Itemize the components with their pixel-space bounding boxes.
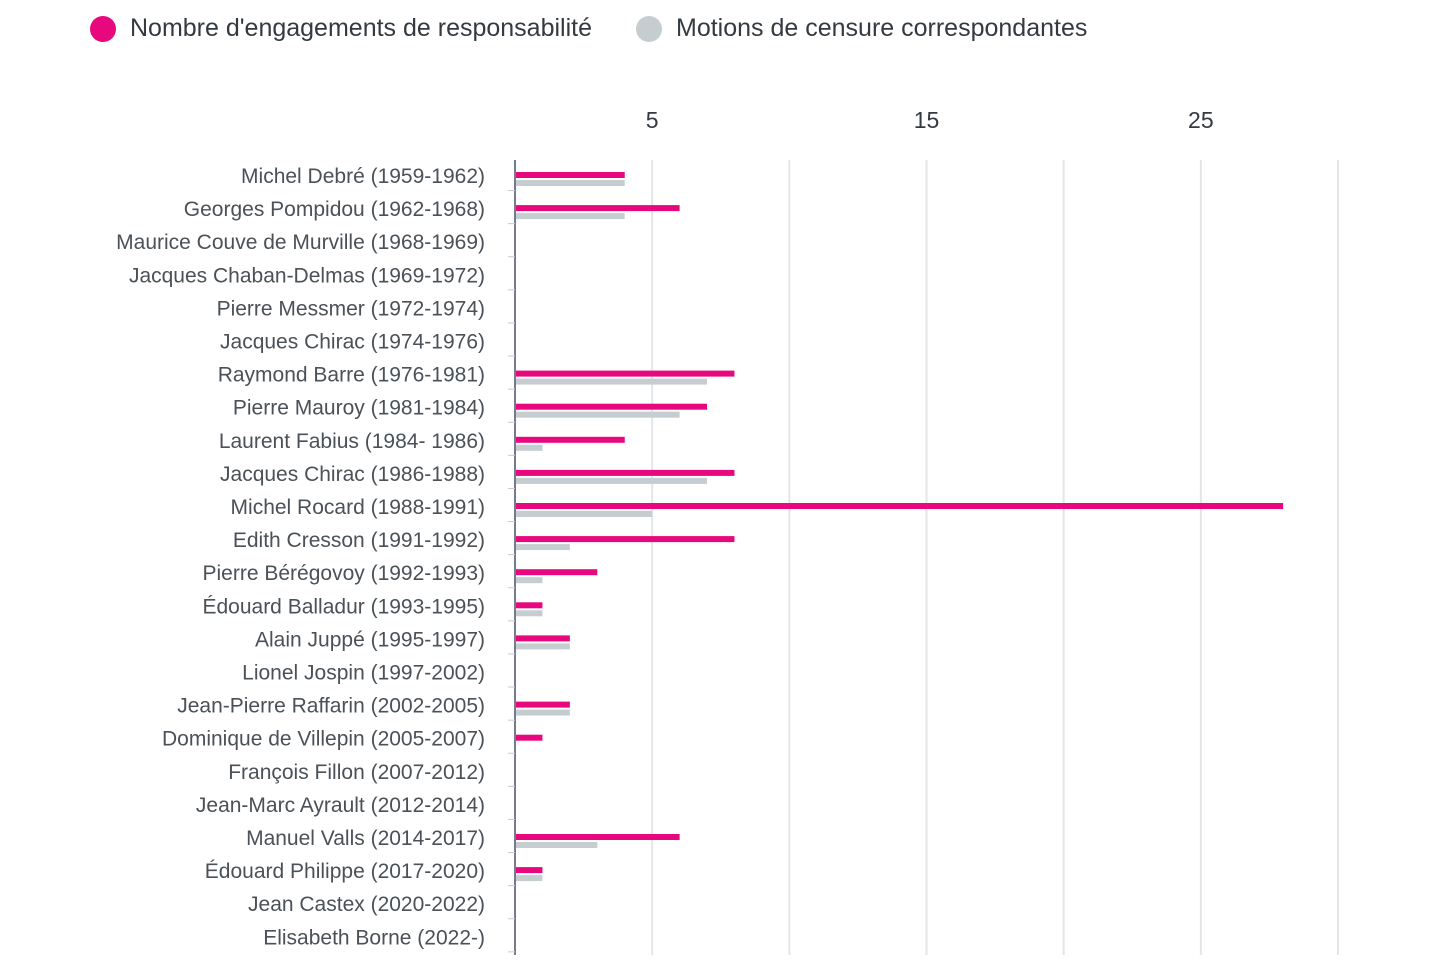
bar-engagements xyxy=(516,503,1284,509)
bar-motions xyxy=(516,577,543,584)
category-label: Alain Juppé (1995-1997) xyxy=(255,628,485,651)
x-tick-label: 25 xyxy=(1188,107,1214,133)
bar-engagements xyxy=(516,867,543,874)
category-label: Jean Castex (2020-2022) xyxy=(248,893,485,916)
bar-motions xyxy=(516,180,625,186)
category-label: Michel Debré (1959-1962) xyxy=(241,165,485,188)
category-label: Elisabeth Borne (2022-) xyxy=(263,926,485,949)
bar-motions xyxy=(516,875,543,882)
bar-engagements xyxy=(516,734,543,741)
bar-engagements xyxy=(516,469,735,476)
bar-engagements xyxy=(516,569,598,576)
bar-engagements xyxy=(516,536,735,543)
category-label: Jean-Marc Ayrault (2012-2014) xyxy=(196,794,485,817)
legend-label-motions: Motions de censure correspondantes xyxy=(676,14,1088,42)
category-label: Maurice Couve de Murville (1968-1969) xyxy=(116,231,485,254)
category-label: Dominique de Villepin (2005-2007) xyxy=(162,728,485,751)
bar-engagements xyxy=(516,635,570,642)
bar-motions xyxy=(516,378,708,385)
bar-motions xyxy=(516,477,708,484)
category-label: Édouard Philippe (2017-2020) xyxy=(205,860,485,883)
legend-dot-engagements xyxy=(90,15,116,42)
category-label: Georges Pompidou (1962-1968) xyxy=(184,198,485,221)
bar-motions xyxy=(516,511,653,517)
legend-label-engagements: Nombre d'engagements de responsabilité xyxy=(130,14,592,42)
category-label: Pierre Bérégovoy (1992-1993) xyxy=(203,562,486,585)
legend-dot-motions xyxy=(636,15,662,42)
x-tick-label: 15 xyxy=(914,107,940,133)
x-tick-label: 5 xyxy=(646,107,659,133)
category-label: Jacques Chirac (1986-1988) xyxy=(220,463,485,486)
bar-engagements xyxy=(516,834,680,840)
category-label: Edith Cresson (1991-1992) xyxy=(233,529,485,552)
legend: Nombre d'engagements de responsabilité M… xyxy=(90,14,1131,43)
category-label: Michel Rocard (1988-1991) xyxy=(231,496,485,519)
category-label: Édouard Balladur (1993-1995) xyxy=(202,595,485,618)
bar-motions xyxy=(516,444,543,451)
bar-motions xyxy=(516,213,625,220)
bar-motions xyxy=(516,842,598,848)
category-label: Jacques Chirac (1974-1976) xyxy=(220,331,485,354)
category-label: François Fillon (2007-2012) xyxy=(228,761,485,784)
bar-engagements xyxy=(516,370,735,377)
bar-motions xyxy=(516,544,570,551)
bar-engagements xyxy=(516,602,543,609)
bar-engagements xyxy=(516,436,625,443)
category-label: Laurent Fabius (1984- 1986) xyxy=(219,430,485,453)
bar-motions xyxy=(516,610,543,617)
category-label: Pierre Messmer (1972-1974) xyxy=(217,297,485,320)
category-label: Lionel Jospin (1997-2002) xyxy=(242,662,485,685)
category-label: Pierre Mauroy (1981-1984) xyxy=(233,397,485,420)
legend-item-motions: Motions de censure correspondantes xyxy=(636,14,1087,43)
bar-motions xyxy=(516,411,680,418)
legend-item-engagements: Nombre d'engagements de responsabilité xyxy=(90,14,592,43)
bar-engagements xyxy=(516,205,680,212)
category-label: Manuel Valls (2014-2017) xyxy=(246,827,485,850)
category-label: Jacques Chaban-Delmas (1969-1972) xyxy=(129,264,485,287)
bar-motions xyxy=(516,643,570,650)
category-label: Raymond Barre (1976-1981) xyxy=(218,364,485,387)
category-label: Jean-Pierre Raffarin (2002-2005) xyxy=(177,695,485,718)
bar-engagements xyxy=(516,403,708,410)
bar-engagements xyxy=(516,172,625,178)
bar-motions xyxy=(516,709,570,716)
bar-engagements xyxy=(516,701,570,708)
